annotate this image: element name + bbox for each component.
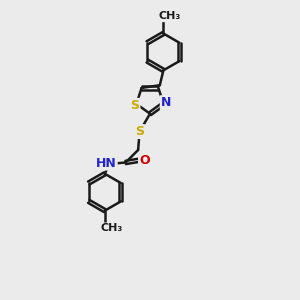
Text: N: N [161,96,171,109]
Text: CH₃: CH₃ [159,11,181,21]
Text: S: S [135,125,144,138]
Text: HN: HN [96,157,117,169]
Text: CH₃: CH₃ [100,224,122,233]
Text: O: O [139,154,150,166]
Text: S: S [130,99,140,112]
